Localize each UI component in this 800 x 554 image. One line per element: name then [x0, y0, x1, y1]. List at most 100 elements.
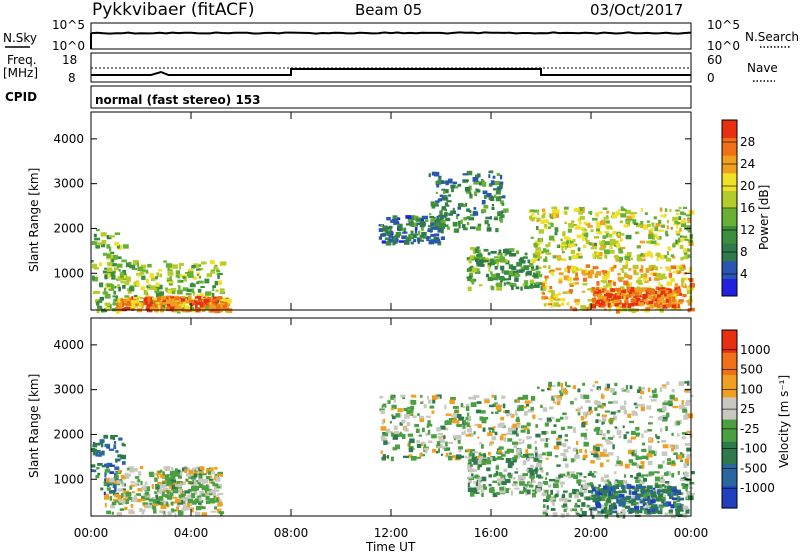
heatmap-cell [564, 267, 567, 273]
heatmap-cell [666, 482, 670, 486]
heatmap-cell [592, 291, 596, 297]
heatmap-cell [388, 235, 394, 238]
heatmap-cell [94, 449, 97, 452]
heatmap-cell [615, 411, 618, 414]
heatmap-cell [621, 509, 626, 512]
heatmap-cell [474, 474, 479, 479]
heatmap-cell [632, 219, 637, 224]
heatmap-cell [419, 234, 424, 239]
heatmap-cell [206, 476, 211, 480]
heatmap-cell [682, 277, 688, 281]
heatmap-cell [209, 499, 212, 504]
heatmap-cell [144, 297, 148, 302]
heatmap-cell [480, 489, 485, 494]
heatmap-cell [192, 276, 197, 280]
heatmap-cell [570, 458, 575, 463]
heatmap-cell [651, 235, 656, 240]
heatmap-cell [610, 288, 615, 292]
heatmap-cell [531, 258, 536, 264]
heatmap-cell [635, 406, 639, 409]
heatmap-cell [673, 242, 675, 245]
heatmap-cell [634, 290, 641, 295]
heatmap-cell [514, 487, 520, 490]
heatmap-cell [687, 413, 694, 419]
heatmap-cell [487, 451, 491, 456]
heatmap-cell [210, 260, 215, 265]
heatmap-cell [219, 272, 223, 275]
heatmap-cell [524, 400, 531, 404]
heatmap-cell [540, 220, 544, 225]
heatmap-cell [206, 273, 213, 278]
heatmap-cell [565, 512, 570, 517]
heatmap-cell [205, 291, 211, 296]
colorbar-tick-label: -1000 [740, 481, 775, 495]
heatmap-cell [110, 272, 114, 275]
heatmap-cell [436, 225, 440, 230]
heatmap-cell [650, 228, 654, 232]
heatmap-cell [468, 258, 472, 264]
heatmap-cell [590, 269, 594, 275]
heatmap-cell [610, 441, 613, 445]
heatmap-cell [477, 189, 481, 193]
heatmap-cell [473, 489, 478, 494]
heatmap-cell [403, 407, 409, 412]
date-title: 03/Oct/2017 [590, 1, 683, 19]
heatmap-cell [631, 291, 638, 296]
heatmap-cell [591, 304, 597, 309]
heatmap-cell [469, 464, 473, 467]
heatmap-cell [624, 255, 630, 260]
heatmap-cell [685, 214, 692, 217]
heatmap-cell [526, 489, 531, 495]
heatmap-cell [169, 304, 173, 307]
heatmap-cell [467, 428, 472, 433]
heatmap-cell [390, 230, 393, 234]
heatmap-cell [156, 500, 161, 504]
heatmap-cell [600, 280, 606, 283]
heatmap-cell [120, 474, 126, 480]
heatmap-cell [599, 302, 605, 306]
heatmap-cell [479, 256, 486, 262]
heatmap-cell [188, 295, 192, 301]
heatmap-cell [605, 232, 610, 238]
heatmap-cell [184, 305, 191, 310]
heatmap-cell [548, 382, 552, 387]
heatmap-cell [419, 418, 425, 423]
heatmap-cell [559, 473, 566, 476]
heatmap-cell [484, 194, 487, 199]
heatmap-cell [556, 441, 562, 446]
heatmap-cell [472, 250, 476, 255]
heatmap-cell [192, 482, 198, 486]
heatmap-cell [407, 433, 414, 437]
heatmap-cell [506, 432, 513, 435]
heatmap-cell [657, 294, 662, 299]
heatmap-cell [465, 403, 470, 409]
heatmap-cell [137, 488, 143, 492]
heatmap-cell [399, 422, 403, 426]
heatmap-cell [680, 211, 685, 215]
heatmap-cell [651, 390, 656, 394]
heatmap-cell [461, 224, 466, 229]
heatmap-cell [587, 411, 591, 416]
heatmap-cell [635, 489, 639, 492]
heatmap-cell [594, 381, 599, 384]
heatmap-cell [522, 394, 529, 400]
heatmap-cell [437, 436, 442, 439]
heatmap-cell [607, 280, 612, 284]
heatmap-cell [647, 485, 653, 490]
heatmap-cell [504, 479, 511, 484]
heatmap-cell [196, 268, 201, 271]
heatmap-cell [611, 214, 618, 219]
heatmap-cell [117, 488, 123, 492]
heatmap-cell [94, 237, 100, 241]
heatmap-cell [626, 220, 631, 223]
heatmap-cell [661, 451, 668, 456]
heatmap-cell [661, 224, 666, 228]
heatmap-cell [609, 301, 614, 306]
heatmap-cell [159, 510, 164, 513]
heatmap-cell [190, 303, 194, 307]
heatmap-cell [640, 461, 645, 465]
heatmap-cell [563, 509, 567, 513]
heatmap-cell [552, 255, 556, 259]
heatmap-cell [603, 293, 608, 297]
